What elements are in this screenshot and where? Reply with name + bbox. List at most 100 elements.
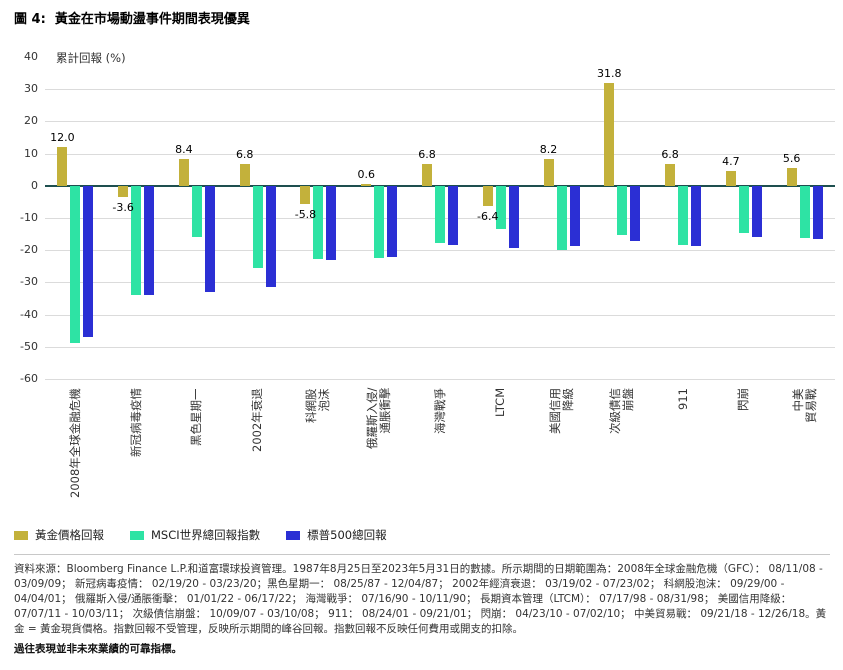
- disclaimer-text: 過往表現並非未來業績的可靠指標。: [14, 643, 182, 655]
- category-label: 新冠病毒疫情: [128, 388, 143, 457]
- bar: [812, 185, 823, 239]
- bar: [482, 185, 493, 207]
- y-tick-label: 30: [24, 82, 38, 96]
- category-label: 海灣戰爭: [432, 388, 447, 434]
- bar-value-label: 5.6: [782, 151, 801, 165]
- bar: [252, 185, 263, 268]
- bar: [799, 185, 810, 238]
- category-label: 科網股 泡沫: [304, 388, 332, 424]
- y-tick-label: -40: [20, 307, 38, 321]
- legend: 黃金價格回報 MSCI世界總回報指數 標普500總回報: [14, 527, 387, 543]
- bar-value-label: -3.6: [112, 201, 134, 215]
- bar: [751, 185, 762, 237]
- bar: [300, 185, 311, 205]
- gridline: [45, 153, 835, 155]
- bar: [617, 185, 628, 236]
- gridline: [45, 121, 835, 123]
- bar-value-label: 6.8: [661, 147, 679, 161]
- bar: [665, 163, 676, 186]
- category-label: 中美 貿易戰: [790, 388, 818, 424]
- bar: [83, 185, 94, 337]
- bar: [569, 185, 580, 246]
- plot-area: 12.0 -3.6 8.4 6.8 -5.8 0.6 6.8 -6.4 8.2 31.8 6.8 4.…: [45, 57, 835, 380]
- y-tick-label: -60: [20, 372, 38, 385]
- bar-value-label: 8.4: [175, 142, 193, 156]
- category-label: 2008年全球金融危機: [67, 388, 82, 498]
- category-label: 次級債信 崩盤: [608, 388, 636, 434]
- bar-value-label: 31.8: [597, 67, 622, 81]
- bar: [495, 185, 506, 229]
- bar-value-label: -6.4: [477, 210, 499, 224]
- bar: [678, 185, 689, 246]
- y-tick-label: 40: [24, 50, 38, 63]
- bar: [556, 185, 567, 250]
- bar: [265, 185, 276, 288]
- bars-layer: [45, 57, 835, 379]
- legend-label-gold: 黃金價格回報: [35, 528, 104, 542]
- bar: [204, 185, 215, 292]
- bar: [630, 185, 641, 241]
- y-tick-label: -10: [20, 211, 38, 224]
- bar: [144, 185, 155, 295]
- bar-value-label: 4.7: [722, 154, 740, 168]
- bar: [57, 147, 68, 186]
- category-label: 911: [675, 388, 690, 410]
- bar-value-label: 6.8: [418, 147, 436, 161]
- bar: [239, 163, 250, 186]
- legend-label-msci: MSCI世界總回報指數: [151, 528, 261, 542]
- figure-title: 圖 4: 黃金在市場動盪事件期間表現優異: [14, 12, 250, 27]
- source-text: 資料來源：Bloomberg Finance L.P.和道富環球投資管理。198…: [14, 563, 827, 635]
- gridline: [45, 314, 835, 316]
- bar: [738, 185, 749, 234]
- bar: [435, 185, 445, 244]
- legend-item-gold: 黃金價格回報: [14, 527, 104, 543]
- y-tick-label: 20: [24, 114, 38, 128]
- gridline: [45, 379, 835, 380]
- bar-value-label: 0.6: [357, 167, 375, 181]
- bar: [508, 185, 519, 248]
- sp500-swatch-icon: [286, 530, 301, 540]
- bar: [374, 185, 385, 258]
- bar: [786, 167, 797, 186]
- bar: [313, 185, 324, 259]
- legend-label-sp500: 標普500總回報: [307, 528, 387, 542]
- category-label: 美國信用 降級: [547, 388, 575, 434]
- bar: [178, 158, 189, 186]
- gridline: [45, 282, 835, 284]
- y-tick-label: -20: [20, 243, 38, 257]
- bar-value-label: -5.8: [294, 208, 317, 222]
- bar: [361, 183, 372, 186]
- bar-value-label: 6.8: [235, 147, 254, 161]
- bar: [387, 185, 398, 257]
- y-tick-labels: 40 30 20 10 0 -10 -20 -30 -40 -50 -60: [0, 50, 38, 385]
- gold-swatch-icon: [14, 530, 28, 540]
- bar-value-label: 8.2: [539, 143, 558, 157]
- bar: [543, 159, 554, 186]
- y-axis-title: 累計回報 (%): [56, 51, 126, 65]
- category-label: 俄羅斯入侵/ 通脹衝擊: [365, 387, 393, 449]
- bar: [448, 185, 458, 245]
- y-tick-label: 10: [24, 146, 38, 160]
- bar: [118, 185, 129, 198]
- legend-item-msci: MSCI世界總回報指數: [130, 527, 260, 543]
- y-tick-label: -50: [20, 339, 38, 353]
- legend-item-sp500: 標普500總回報: [286, 527, 387, 543]
- bar: [691, 185, 702, 247]
- footnote: 資料來源：Bloomberg Finance L.P.和道富環球投資管理。198…: [14, 554, 830, 657]
- bar: [604, 83, 615, 186]
- bar: [70, 185, 81, 344]
- gridline: [45, 89, 835, 91]
- bar: [725, 170, 736, 186]
- category-label: 2002年衰退: [250, 388, 265, 452]
- bar: [422, 163, 432, 186]
- bar: [326, 185, 337, 260]
- gridline: [45, 346, 835, 348]
- bar-value-label: 12.0: [50, 131, 75, 145]
- category-label: 黑色星期一: [189, 388, 204, 447]
- y-tick-label: -30: [20, 275, 38, 289]
- msci-swatch-icon: [130, 530, 144, 540]
- category-label: LTCM: [493, 387, 508, 417]
- bar: [131, 185, 142, 296]
- bar: [191, 185, 202, 237]
